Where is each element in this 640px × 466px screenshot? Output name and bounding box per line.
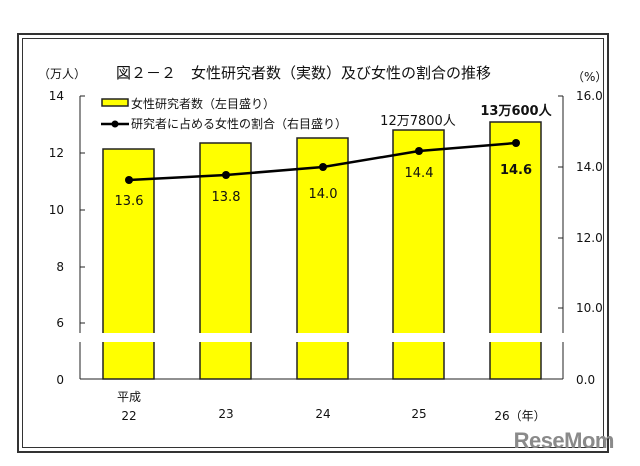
- right-tick-label: 14.0: [576, 160, 603, 174]
- line-point: [125, 176, 133, 184]
- right-tick-label: 12.0: [576, 231, 603, 245]
- x-tick-label: 24: [315, 407, 330, 421]
- x-tick-label: 22: [121, 409, 136, 423]
- left-tick-label: 6: [56, 316, 64, 330]
- legend-bar-swatch: [101, 98, 129, 107]
- chart-frame-inner: [22, 38, 604, 448]
- right-axis: [558, 95, 564, 379]
- left-tick-label: 12: [49, 146, 64, 160]
- line-series: [125, 139, 520, 184]
- line-point: [512, 139, 520, 147]
- left-tick-label: 14: [49, 89, 64, 103]
- legend-bar-label: 女性研究者数（左目盛り）: [131, 96, 275, 111]
- bar-annotation: 12万7800人: [380, 114, 456, 129]
- right-axis-unit: （%）: [572, 70, 607, 84]
- right-tick-label: 16.0: [576, 89, 603, 103]
- point-label: 13.6: [115, 194, 144, 209]
- right-tick-label: 10.0: [576, 301, 603, 315]
- left-tick-label: 8: [56, 260, 64, 274]
- line-point: [222, 171, 230, 179]
- x-tick-label: 23: [218, 407, 233, 421]
- point-label: 14.6: [500, 163, 532, 178]
- x-tick-label: 25: [411, 407, 426, 421]
- axis-break: [74, 333, 570, 342]
- line-point: [319, 163, 327, 171]
- legend-line-label: 研究者に占める女性の割合（右目盛り）: [131, 116, 347, 131]
- left-tick-label: 10: [49, 203, 64, 217]
- bar-24: [296, 137, 349, 380]
- point-label: 13.8: [212, 190, 241, 205]
- legend-line-swatch: [111, 120, 119, 128]
- legend: 女性研究者数（左目盛り） 研究者に占める女性の割合（右目盛り）: [101, 96, 347, 131]
- chart-title: 図２－２ 女性研究者数（実数）及び女性の割合の推移: [116, 64, 491, 82]
- x-era-label: 平成: [117, 390, 141, 404]
- watermark-logo: ReseMom: [513, 428, 615, 453]
- chart-frame-outer: [17, 33, 609, 453]
- bar-annotation: 13万600人: [480, 103, 552, 119]
- right-tick-label: 0.0: [576, 373, 595, 387]
- point-label: 14.4: [405, 166, 434, 181]
- x-tick-label: 26（年）: [494, 409, 545, 423]
- left-tick-label: 0: [56, 373, 64, 387]
- line-point: [415, 147, 423, 155]
- left-axis-unit: （万人）: [38, 67, 86, 81]
- point-label: 14.0: [309, 187, 338, 202]
- left-axis: [79, 95, 85, 379]
